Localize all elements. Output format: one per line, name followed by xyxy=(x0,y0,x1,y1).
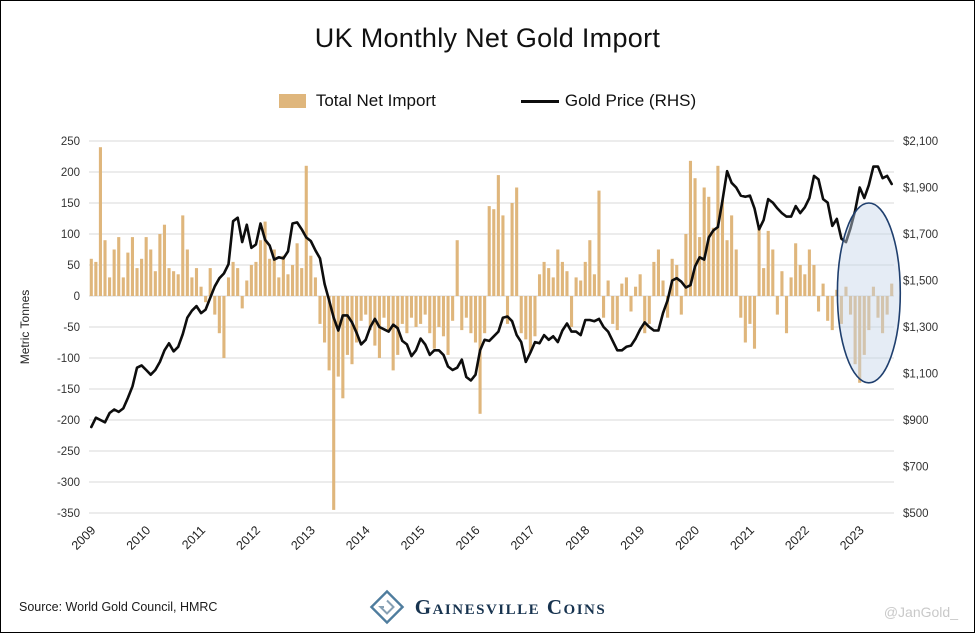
svg-text:-100: -100 xyxy=(57,353,80,365)
svg-text:2013: 2013 xyxy=(288,523,318,553)
legend-item-bars: Total Net Import xyxy=(278,91,436,111)
svg-text:2017: 2017 xyxy=(508,523,538,553)
svg-text:250: 250 xyxy=(61,136,80,148)
svg-text:150: 150 xyxy=(61,198,80,210)
svg-text:2020: 2020 xyxy=(673,523,703,553)
svg-text:2016: 2016 xyxy=(453,523,483,553)
svg-text:$500: $500 xyxy=(903,508,929,520)
svg-text:$1,700: $1,700 xyxy=(903,229,938,241)
legend: Total Net Import Gold Price (RHS) xyxy=(1,91,974,111)
gold-price-line xyxy=(90,165,893,429)
svg-text:$2,100: $2,100 xyxy=(903,136,938,148)
svg-text:2022: 2022 xyxy=(782,523,812,553)
svg-text:2010: 2010 xyxy=(124,523,154,553)
legend-line-label: Gold Price (RHS) xyxy=(564,91,697,110)
svg-text:2019: 2019 xyxy=(618,523,648,553)
svg-text:$1,900: $1,900 xyxy=(903,183,938,195)
svg-text:2021: 2021 xyxy=(727,523,757,553)
svg-text:-50: -50 xyxy=(63,322,80,334)
svg-text:$900: $900 xyxy=(903,415,929,427)
svg-text:100: 100 xyxy=(61,229,80,241)
gainesville-coins-logo-icon xyxy=(369,589,405,625)
svg-text:$700: $700 xyxy=(903,462,929,474)
bar-swatch-icon xyxy=(278,94,306,108)
left-axis-title: Metric Tonnes xyxy=(18,290,32,364)
brand-logo: Gainesville Coins xyxy=(1,589,974,625)
svg-text:$1,300: $1,300 xyxy=(903,322,938,334)
svg-text:200: 200 xyxy=(61,167,80,179)
svg-text:2018: 2018 xyxy=(563,523,593,553)
watermark-handle: @JanGold_ xyxy=(883,604,958,620)
left-axis-labels: 250 200 150 100 50 0 -50 -100 -150 -200 -250 -300 -3… xyxy=(57,136,80,520)
svg-text:2012: 2012 xyxy=(234,523,264,553)
svg-text:-300: -300 xyxy=(57,477,80,489)
svg-text:2015: 2015 xyxy=(398,523,428,553)
bars-series xyxy=(89,147,894,510)
legend-bars-label: Total Net Import xyxy=(315,91,436,110)
page-title: UK Monthly Net Gold Import xyxy=(314,23,661,53)
highlight-ellipse xyxy=(836,202,902,384)
svg-text:$1,500: $1,500 xyxy=(903,276,938,288)
source-note: Source: World Gold Council, HMRC xyxy=(19,600,218,614)
legend-item-line: Gold Price (RHS) xyxy=(520,91,697,111)
svg-text:-350: -350 xyxy=(57,508,80,520)
svg-text:0: 0 xyxy=(74,291,80,303)
svg-text:$1,100: $1,100 xyxy=(903,369,938,381)
gridlines-group xyxy=(89,140,894,514)
svg-text:-200: -200 xyxy=(57,415,80,427)
svg-text:-150: -150 xyxy=(57,384,80,396)
svg-text:2011: 2011 xyxy=(179,523,208,552)
svg-text:-250: -250 xyxy=(57,446,80,458)
svg-text:50: 50 xyxy=(67,260,80,272)
line-swatch-icon xyxy=(520,99,559,103)
svg-text:2023: 2023 xyxy=(837,523,867,553)
svg-text:2009: 2009 xyxy=(69,523,99,553)
right-axis-labels: $2,100 $1,900 $1,700 $1,500 $1,300 $1,100 $900… xyxy=(903,136,938,520)
x-axis-year-labels: 2009 2010 2011 2012 2013 2014 2015 2016 2017 2018… xyxy=(69,523,867,553)
svg-text:2014: 2014 xyxy=(343,523,373,553)
brand-name: Gainesville Coins xyxy=(414,594,607,619)
